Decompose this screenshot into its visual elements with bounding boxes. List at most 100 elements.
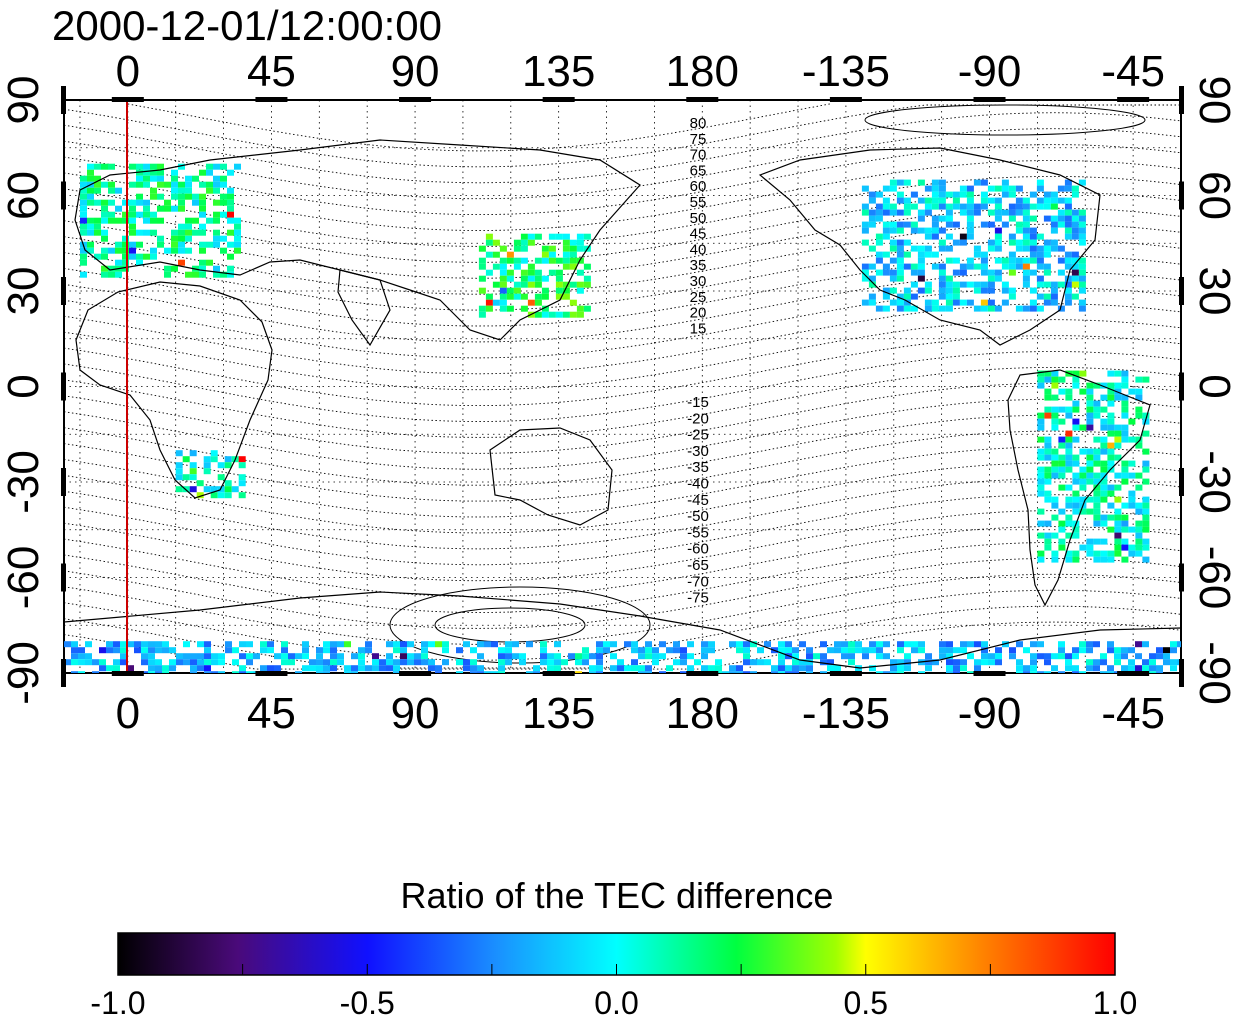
data-cell <box>596 671 603 673</box>
data-cell <box>1149 653 1156 660</box>
data-cell <box>1064 209 1072 216</box>
data-cell <box>994 215 1002 222</box>
data-cell <box>974 665 981 672</box>
data-cell <box>715 659 722 666</box>
data-cell <box>903 239 911 246</box>
lat-tick-mark-left <box>61 659 66 687</box>
data-cell <box>513 263 521 270</box>
data-cell <box>456 647 463 654</box>
contour-label-south: -70 <box>687 573 709 590</box>
data-cell <box>889 269 897 276</box>
lon-tick-label-top: 45 <box>247 47 296 96</box>
data-cell <box>861 239 869 246</box>
data-cell <box>178 259 185 266</box>
data-cell <box>220 199 227 206</box>
data-cell <box>931 305 939 312</box>
data-cell <box>1079 466 1087 473</box>
data-cell <box>938 281 946 288</box>
data-cell <box>938 275 946 282</box>
data-cell <box>736 647 743 654</box>
data-cell <box>680 659 687 666</box>
data-cell <box>882 197 890 204</box>
data-cell <box>274 653 281 660</box>
lon-tick-mark-bottom <box>686 671 719 676</box>
data-cell <box>792 659 799 666</box>
data-cell <box>1037 382 1045 389</box>
data-cell <box>910 245 918 252</box>
data-cell <box>470 647 477 654</box>
data-cell <box>1093 508 1101 515</box>
data-cell <box>1093 538 1101 545</box>
data-cell <box>190 653 197 660</box>
data-cell <box>1057 305 1065 312</box>
data-cell <box>197 653 204 660</box>
data-cell <box>952 281 960 288</box>
data-cell <box>1044 412 1052 419</box>
lat-tick-mark-left <box>61 277 66 305</box>
data-cell <box>1093 412 1101 419</box>
data-cell <box>85 641 92 648</box>
data-cell <box>217 462 225 469</box>
data-cell <box>1093 484 1101 491</box>
data-cell <box>834 647 841 654</box>
data-cell <box>171 265 178 272</box>
data-cell <box>1100 382 1108 389</box>
data-cell <box>227 229 234 236</box>
data-cell <box>1044 671 1051 673</box>
data-cell <box>1107 550 1115 557</box>
lat-tick-label-left: 60 <box>0 171 48 220</box>
data-cell <box>1093 641 1100 648</box>
data-cell <box>917 257 925 264</box>
data-cell <box>931 221 939 228</box>
data-cell <box>99 659 106 666</box>
data-cell <box>1128 388 1136 395</box>
data-cell <box>562 251 570 258</box>
data-cell <box>1043 263 1051 270</box>
data-cell <box>87 175 94 182</box>
data-cell <box>513 293 521 300</box>
data-cell <box>94 163 101 170</box>
data-cell <box>129 223 136 230</box>
data-cell <box>164 271 171 278</box>
lat-tick-label-right: 90 <box>1190 76 1239 125</box>
data-cell <box>932 659 939 666</box>
data-cell <box>499 305 507 312</box>
data-cell <box>351 671 358 673</box>
data-cell <box>966 233 974 240</box>
data-cell <box>189 468 197 475</box>
data-cell <box>192 193 199 200</box>
data-cell <box>1044 454 1052 461</box>
data-cell <box>555 233 563 240</box>
data-cell <box>911 641 918 648</box>
data-cell <box>1121 436 1129 443</box>
contour-label-north: 30 <box>690 273 707 290</box>
data-cell <box>1037 532 1045 539</box>
data-cell <box>1029 305 1037 312</box>
data-cell <box>1072 532 1080 539</box>
data-cell <box>1036 233 1044 240</box>
data-cell <box>924 209 932 216</box>
data-cell <box>220 175 227 182</box>
data-cell <box>1029 245 1037 252</box>
data-cell <box>1037 412 1045 419</box>
data-cell <box>1050 299 1058 306</box>
data-cell <box>1142 478 1150 485</box>
data-cell <box>715 665 722 672</box>
data-cell <box>541 245 549 252</box>
data-cell <box>827 659 834 666</box>
data-cell <box>428 659 435 666</box>
data-cell <box>485 305 493 312</box>
data-cell <box>1022 269 1030 276</box>
lon-tick-label-bottom: 0 <box>116 689 140 738</box>
data-cell <box>499 287 507 294</box>
data-cell <box>171 169 178 176</box>
data-cell <box>224 492 232 499</box>
data-cell <box>1114 653 1121 660</box>
data-cell <box>1050 203 1058 210</box>
data-cell <box>673 641 680 648</box>
data-cell <box>882 251 890 258</box>
data-cell <box>1128 436 1136 443</box>
magnetic-contour <box>64 366 1181 438</box>
data-cell <box>974 659 981 666</box>
data-cell <box>576 305 584 312</box>
